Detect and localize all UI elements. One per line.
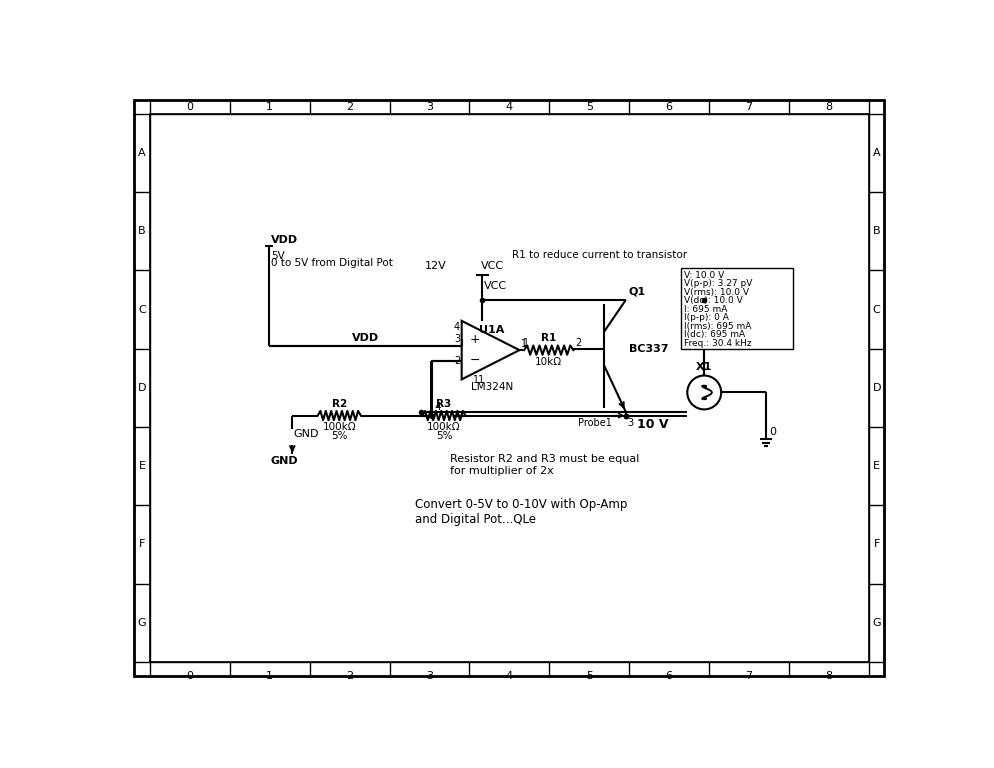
- Text: V: 10.0 V: V: 10.0 V: [684, 271, 725, 280]
- Text: GND: GND: [270, 455, 298, 465]
- Text: VDD: VDD: [270, 234, 298, 245]
- Text: 5%: 5%: [331, 431, 348, 441]
- Text: G: G: [138, 617, 146, 627]
- Text: +: +: [469, 333, 480, 346]
- Text: 3: 3: [426, 670, 433, 680]
- Text: VDD: VDD: [352, 333, 379, 343]
- Text: 7: 7: [746, 102, 752, 112]
- Text: D: D: [873, 382, 881, 393]
- Text: 12V: 12V: [424, 261, 446, 271]
- Text: −: −: [469, 354, 480, 367]
- Text: BC337: BC337: [629, 343, 668, 353]
- Text: 6: 6: [666, 670, 673, 680]
- Text: C: C: [138, 305, 146, 315]
- Text: V(p-p): 3.27 pV: V(p-p): 3.27 pV: [684, 280, 752, 288]
- Text: 0: 0: [769, 427, 776, 437]
- Text: 5: 5: [585, 102, 592, 112]
- Text: 11: 11: [472, 375, 485, 385]
- Text: R1 to reduce current to transistor: R1 to reduce current to transistor: [512, 250, 687, 260]
- Text: 4: 4: [454, 323, 460, 333]
- Text: 10 V: 10 V: [637, 418, 669, 431]
- Text: D: D: [138, 382, 146, 393]
- Text: 2: 2: [346, 102, 353, 112]
- Text: R2: R2: [332, 399, 347, 409]
- Text: 1: 1: [523, 338, 530, 348]
- Text: LM324N: LM324N: [471, 382, 513, 392]
- Text: E: E: [873, 461, 881, 471]
- Text: Convert 0-5V to 0-10V with Op-Amp
and Digital Pot...QLe: Convert 0-5V to 0-10V with Op-Amp and Di…: [415, 498, 628, 526]
- Text: V(rms): 10.0 V: V(rms): 10.0 V: [684, 288, 749, 296]
- Text: 1: 1: [521, 339, 527, 349]
- Text: 3: 3: [454, 334, 460, 344]
- Text: 3: 3: [426, 102, 433, 112]
- Text: F: F: [139, 539, 145, 549]
- Text: 8: 8: [825, 670, 833, 680]
- Text: Resistor R2 and R3 must be equal
for multiplier of 2x: Resistor R2 and R3 must be equal for mul…: [450, 454, 639, 475]
- Text: A: A: [873, 148, 881, 158]
- Text: R1: R1: [541, 333, 557, 343]
- Text: GND: GND: [294, 429, 319, 439]
- Text: B: B: [138, 227, 146, 237]
- Text: 3: 3: [627, 418, 633, 428]
- Text: I: 695 mA: I: 695 mA: [684, 305, 728, 313]
- Text: 4: 4: [506, 670, 513, 680]
- Text: U1A: U1A: [479, 326, 504, 336]
- Bar: [681, 268, 793, 349]
- Text: 4: 4: [434, 402, 440, 412]
- Text: I(dc): 695 mA: I(dc): 695 mA: [684, 330, 746, 339]
- Text: R3: R3: [436, 399, 451, 409]
- Text: 1: 1: [266, 102, 273, 112]
- Text: V(dc): 10.0 V: V(dc): 10.0 V: [684, 296, 743, 305]
- Text: VCC: VCC: [481, 261, 504, 271]
- Text: VCC: VCC: [484, 281, 507, 291]
- Text: 6: 6: [666, 102, 673, 112]
- Text: I(rms): 695 mA: I(rms): 695 mA: [684, 322, 751, 330]
- Text: Probe1: Probe1: [578, 418, 612, 428]
- Text: 0: 0: [186, 670, 193, 680]
- Text: 5%: 5%: [435, 431, 452, 441]
- Text: E: E: [138, 461, 146, 471]
- Text: 0: 0: [186, 102, 193, 112]
- Text: 2: 2: [454, 356, 460, 366]
- Text: 1: 1: [266, 670, 273, 680]
- Text: C: C: [873, 305, 881, 315]
- Text: 4: 4: [506, 102, 513, 112]
- Text: B: B: [873, 227, 881, 237]
- Text: 8: 8: [825, 102, 833, 112]
- Text: G: G: [873, 617, 881, 627]
- Text: I(p-p): 0 A: I(p-p): 0 A: [684, 313, 729, 322]
- Text: Q1: Q1: [629, 286, 646, 296]
- Text: Freq.: 30.4 kHz: Freq.: 30.4 kHz: [684, 339, 751, 348]
- Text: 100kΩ: 100kΩ: [322, 422, 356, 432]
- Text: 7: 7: [746, 670, 752, 680]
- Text: 2: 2: [346, 670, 353, 680]
- Text: A: A: [138, 148, 146, 158]
- Text: 2: 2: [575, 338, 581, 348]
- Text: 0 to 5V from Digital Pot: 0 to 5V from Digital Pot: [270, 259, 393, 269]
- Text: X1: X1: [696, 362, 713, 372]
- Text: 10kΩ: 10kΩ: [535, 357, 563, 367]
- Text: F: F: [874, 539, 880, 549]
- Text: 5V: 5V: [270, 251, 284, 261]
- Text: 100kΩ: 100kΩ: [427, 422, 461, 432]
- Text: 5: 5: [585, 670, 592, 680]
